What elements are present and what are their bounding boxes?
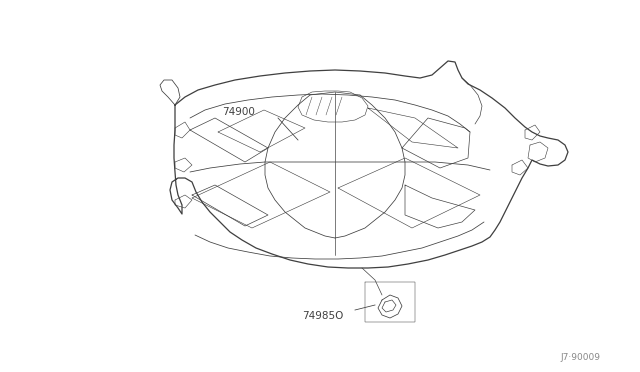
Text: 74985O: 74985O: [302, 311, 344, 321]
Text: J7·90009: J7·90009: [560, 353, 600, 362]
Text: 74900: 74900: [222, 107, 255, 117]
